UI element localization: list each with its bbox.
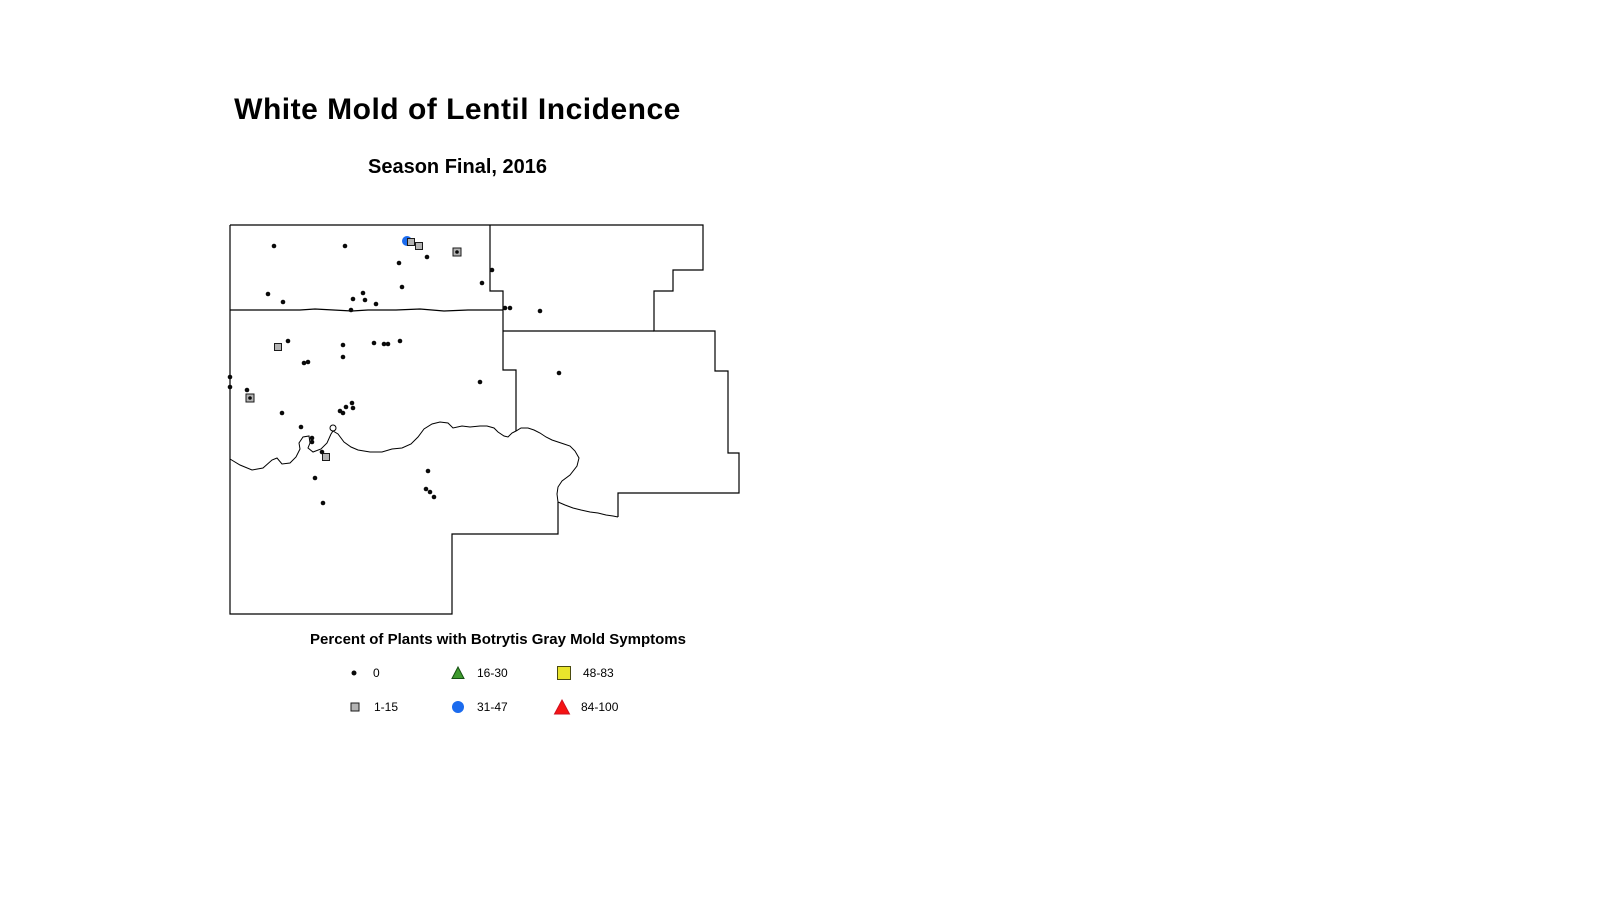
legend-item-0: 0 [341,664,380,682]
legend-label: 84-100 [581,700,619,714]
legend-label: 16-30 [477,666,508,680]
yellow-square-icon [551,664,577,682]
black-dot-icon [341,664,367,682]
legend-label: 48-83 [583,666,614,680]
legend-title: Percent of Plants with Botrytis Gray Mol… [310,631,686,648]
green-triangle-icon [445,664,471,682]
page-title: White Mold of Lentil Incidence [234,93,681,126]
legend-label: 31-47 [477,700,508,714]
legend-item-48-83: 48-83 [551,664,614,682]
gray-square-icon [342,698,368,716]
legend-label: 1-15 [374,700,399,714]
page-subtitle: Season Final, 2016 [368,156,547,178]
red-triangle-icon [549,698,575,716]
legend-label: 0 [373,666,380,680]
legend-item-31-47: 31-47 [445,698,508,716]
legend-item-16-30: 16-30 [445,664,508,682]
legend-item-84-100: 84-100 [549,698,618,716]
blue-circle-icon [445,698,471,716]
legend-item-1-15: 1-15 [342,698,398,716]
